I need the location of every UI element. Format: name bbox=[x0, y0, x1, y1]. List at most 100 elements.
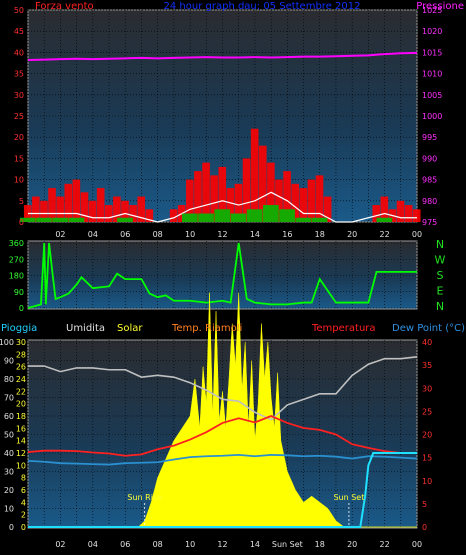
y-temperature-tick: 0 bbox=[422, 523, 427, 532]
y-temperature-tick: 40 bbox=[422, 338, 432, 347]
y-solar-tick: 8 bbox=[21, 474, 26, 483]
bar-media bbox=[52, 217, 69, 222]
x-tick-label: 18 bbox=[315, 540, 325, 549]
x-tick-label: 02 bbox=[55, 540, 65, 549]
bar-raffica bbox=[258, 145, 267, 222]
y-solar-tick: 12 bbox=[16, 449, 26, 458]
bar-raffica bbox=[307, 179, 316, 222]
x-tick-label: 08 bbox=[153, 230, 163, 239]
compass-label: N bbox=[436, 238, 444, 251]
compass-label: W bbox=[435, 254, 446, 267]
bar-raffica bbox=[242, 158, 251, 222]
compass-label: S bbox=[437, 269, 444, 282]
y-temperature-tick: 5 bbox=[422, 500, 427, 509]
x-tick-label: 06 bbox=[120, 230, 130, 239]
bar-raffica bbox=[396, 200, 405, 222]
bar-raffica bbox=[234, 183, 243, 222]
sun-label: Sun Rise bbox=[127, 493, 162, 502]
y-solar-tick: 10 bbox=[16, 461, 26, 470]
bar-media bbox=[214, 209, 231, 222]
bar-media bbox=[263, 205, 279, 222]
bar-raffica bbox=[32, 196, 40, 222]
x-tick-label: 18 bbox=[315, 230, 325, 239]
y-left-tick: 40 bbox=[14, 48, 24, 57]
y-left-tick: 90 bbox=[14, 288, 24, 297]
bar-raffica bbox=[194, 171, 202, 222]
bar-raffica bbox=[96, 188, 105, 222]
legend-feels-like: Temp. Riamoli bbox=[171, 323, 242, 334]
y-humidity-tick: 40 bbox=[4, 449, 14, 458]
bar-raffica bbox=[72, 179, 81, 222]
bar-raffica bbox=[56, 196, 64, 222]
bar-raffica bbox=[129, 205, 137, 222]
y-left-tick: 0 bbox=[19, 218, 24, 227]
panel3-x-ticks: 02 04 06 08 10 12 14 Sun Set 18 20 22 00 bbox=[55, 540, 422, 549]
y-solar-tick: 22 bbox=[16, 387, 26, 396]
x-tick-label: 02 bbox=[55, 230, 65, 239]
bar-raffica bbox=[275, 179, 283, 222]
y-solar-tick: 30 bbox=[16, 338, 26, 347]
y-temperature-tick: 30 bbox=[422, 384, 432, 393]
y-right-tick: 975 bbox=[422, 218, 437, 227]
bar-raffica bbox=[299, 188, 308, 222]
bar-media bbox=[311, 217, 328, 222]
sun-label: Sun Set bbox=[333, 493, 364, 502]
y-humidity-tick: 80 bbox=[4, 375, 14, 384]
panel3-annotations: Sun Rise Sun Set bbox=[127, 493, 364, 525]
y-left-tick: 180 bbox=[9, 272, 24, 281]
x-tick-label: 06 bbox=[120, 540, 130, 549]
wind-force-label: Forza vento bbox=[35, 1, 94, 12]
y-right-tick: 980 bbox=[422, 197, 437, 206]
bar-raffica bbox=[23, 205, 32, 222]
y-solar-tick: 14 bbox=[16, 437, 26, 446]
x-tick-label: 08 bbox=[153, 540, 163, 549]
y-left-tick: 35 bbox=[14, 70, 24, 79]
x-tick-label: 00 bbox=[412, 540, 422, 549]
y-right-tick: 1000 bbox=[422, 112, 442, 121]
y-solar-tick: 18 bbox=[16, 412, 26, 421]
bar-raffica bbox=[283, 171, 291, 222]
panel2-series bbox=[27, 242, 417, 309]
line-pioggia bbox=[28, 452, 417, 528]
y-solar-tick: 20 bbox=[16, 400, 26, 409]
line-pressione bbox=[27, 51, 418, 62]
y-humidity-tick: 90 bbox=[4, 357, 14, 366]
x-tick-label: 20 bbox=[347, 540, 357, 549]
y-right-tick: 1025 bbox=[422, 6, 442, 15]
x-tick-label: 20 bbox=[347, 230, 357, 239]
panel2-left-ticks: 0 90 180 270 360 bbox=[9, 239, 24, 313]
bar-raffica bbox=[412, 209, 421, 222]
y-humidity-tick: 70 bbox=[4, 394, 14, 403]
x-tick-label: 12 bbox=[217, 230, 227, 239]
y-humidity-tick: 20 bbox=[4, 486, 14, 495]
y-humidity-tick: 60 bbox=[4, 412, 14, 421]
y-solar-tick: 2 bbox=[21, 511, 26, 520]
x-tick-label: 14 bbox=[250, 230, 260, 239]
y-temperature-tick: 35 bbox=[422, 361, 432, 370]
x-tick-label: 22 bbox=[379, 540, 389, 549]
bar-raffica bbox=[218, 166, 227, 222]
y-left-tick: 50 bbox=[14, 6, 24, 15]
panel1-x-ticks: 02 04 06 08 10 12 14 16 18 20 22 00 bbox=[55, 230, 422, 239]
y-right-tick: 1010 bbox=[422, 70, 442, 79]
y-humidity-tick: 100 bbox=[0, 338, 14, 347]
line-velocita bbox=[28, 191, 417, 223]
y-left-tick: 30 bbox=[14, 91, 24, 100]
legend-humidity: Umidita bbox=[66, 323, 105, 334]
bar-raffica bbox=[210, 175, 218, 222]
y-right-tick: 995 bbox=[422, 133, 437, 142]
line-umidita bbox=[28, 356, 418, 421]
y-left-tick: 15 bbox=[14, 154, 24, 163]
bar-media bbox=[279, 209, 295, 222]
compass-label: E bbox=[437, 285, 444, 298]
bar-raffica bbox=[186, 179, 194, 222]
panel3-right-ticks: 0 5 10 15 20 25 30 35 40 bbox=[422, 338, 432, 532]
x-tick-label: 00 bbox=[412, 230, 422, 239]
area-solar bbox=[28, 292, 417, 528]
y-left-tick: 5 bbox=[19, 197, 24, 206]
y-solar-tick: 28 bbox=[16, 350, 26, 359]
line-wind-direction bbox=[27, 242, 417, 309]
compass-label: N bbox=[436, 300, 444, 313]
panel1-left-ticks: 0 5 10 15 20 25 30 35 40 45 50 bbox=[14, 6, 24, 227]
